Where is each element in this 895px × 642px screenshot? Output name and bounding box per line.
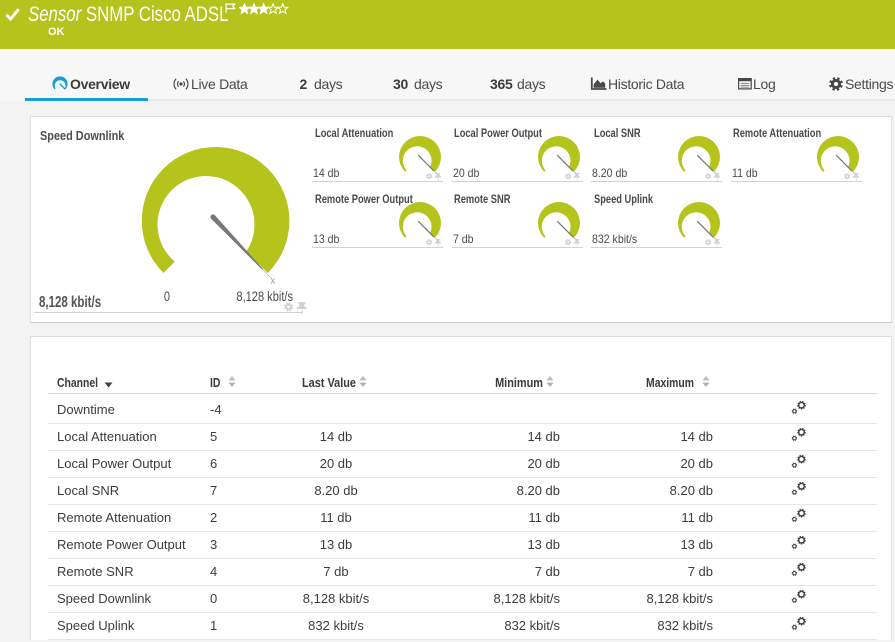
svg-text:x: x [271,276,276,287]
